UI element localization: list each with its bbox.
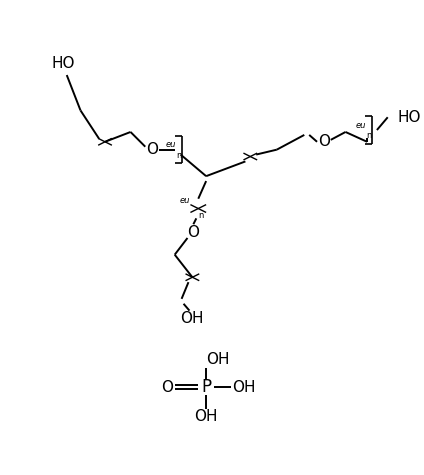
Text: eu: eu xyxy=(179,196,190,205)
Text: O: O xyxy=(161,380,173,395)
Text: P: P xyxy=(201,378,211,396)
Text: n: n xyxy=(176,151,181,160)
Text: HO: HO xyxy=(51,56,75,71)
Text: O: O xyxy=(318,134,330,149)
Text: OH: OH xyxy=(194,409,218,424)
Text: n: n xyxy=(366,132,372,141)
Text: OH: OH xyxy=(180,311,203,326)
Text: OH: OH xyxy=(206,352,230,367)
Text: OH: OH xyxy=(232,380,255,395)
Text: eu: eu xyxy=(166,140,176,149)
Text: HO: HO xyxy=(398,110,421,125)
Text: O: O xyxy=(146,142,158,157)
Text: eu: eu xyxy=(356,121,366,130)
Text: O: O xyxy=(187,225,199,239)
Text: n: n xyxy=(198,211,204,220)
